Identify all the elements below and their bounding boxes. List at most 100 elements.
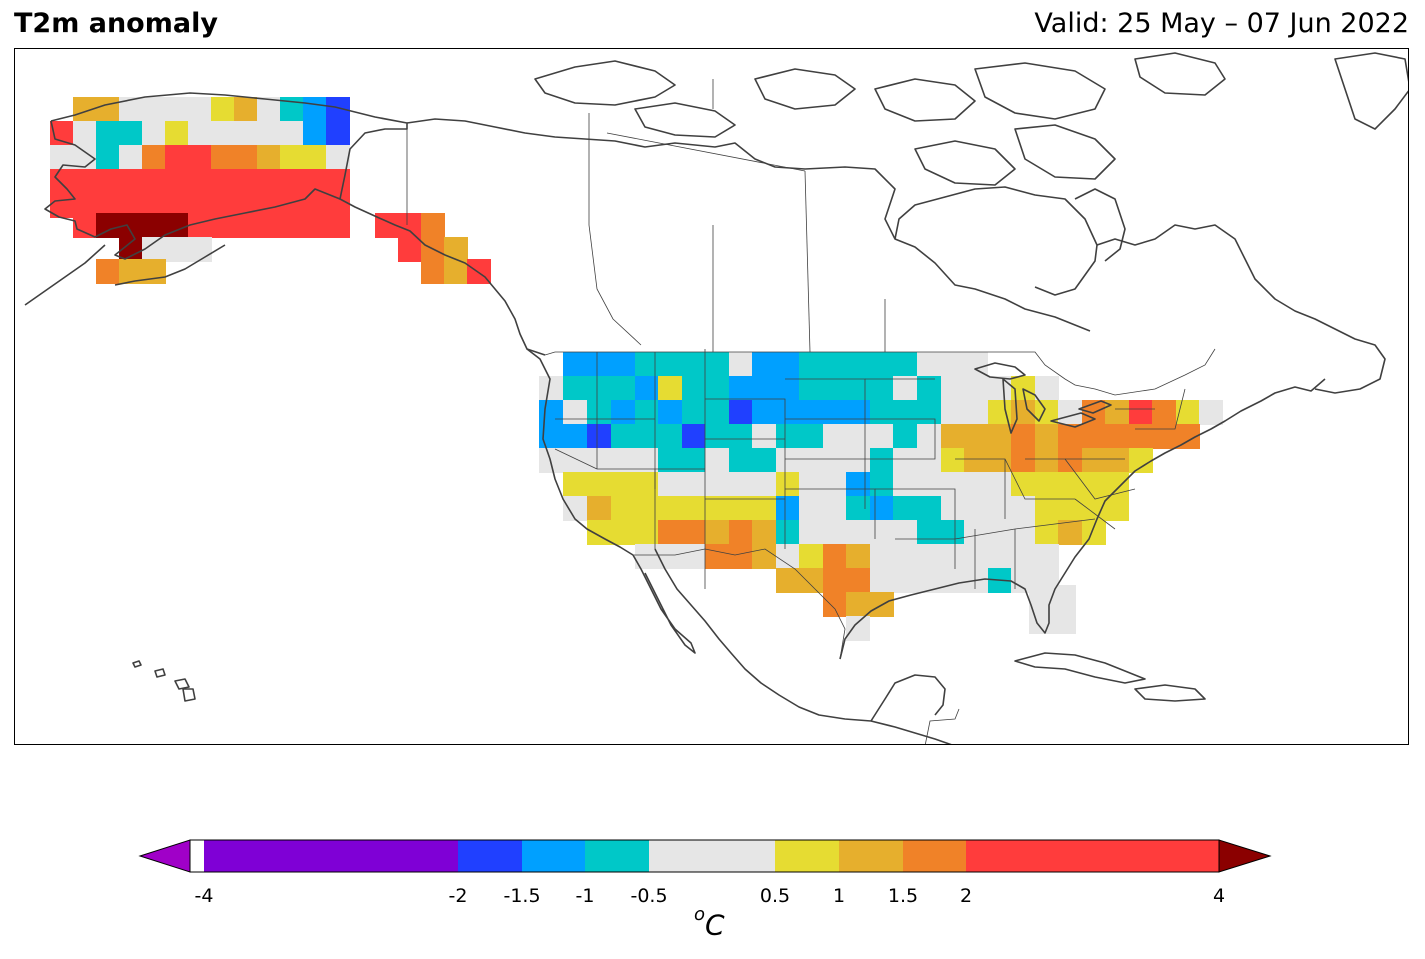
anomaly-cell	[257, 169, 281, 194]
colorbar-bin-6	[839, 840, 903, 872]
anomaly-cell	[964, 544, 988, 569]
colorbar-tick-label: -0.5	[630, 885, 668, 907]
colorbar	[138, 839, 1272, 873]
anomaly-cell	[917, 472, 941, 497]
anomaly-cell	[776, 352, 800, 377]
anomaly-cell	[1058, 496, 1082, 521]
anomaly-cell	[964, 424, 988, 449]
anomaly-cell	[823, 520, 847, 545]
anomaly-cell	[539, 400, 563, 425]
anomaly-cell	[988, 376, 1012, 401]
anomaly-cell	[752, 448, 776, 473]
anomaly-cell	[870, 568, 894, 593]
anomaly-cell	[611, 352, 635, 377]
anomaly-cell	[611, 496, 635, 521]
anomaly-cell	[870, 352, 894, 377]
anomaly-cell	[776, 448, 800, 473]
anomaly-cell	[893, 544, 917, 569]
colorbar-bin-7	[903, 840, 966, 872]
anomaly-cell	[73, 169, 97, 194]
anomaly-cell	[1082, 424, 1106, 449]
anomaly-cell	[846, 376, 870, 401]
anomaly-cell	[941, 568, 965, 593]
anomaly-cell	[870, 376, 894, 401]
anomaly-cell	[917, 352, 941, 377]
anomaly-cell	[776, 424, 800, 449]
anomaly-cell	[752, 376, 776, 401]
colorbar-bin-8	[966, 840, 1219, 872]
anomaly-cell	[988, 544, 1012, 569]
anomaly-cell	[799, 520, 823, 545]
anomaly-cell	[729, 496, 753, 521]
anomaly-cell	[142, 97, 166, 122]
anomaly-cell	[846, 400, 870, 425]
anomaly-cell	[799, 400, 823, 425]
anomaly-cell	[870, 400, 894, 425]
anomaly-cell	[563, 496, 587, 521]
anomaly-cell	[1058, 448, 1082, 473]
anomaly-cell	[964, 496, 988, 521]
anomaly-cell	[658, 472, 682, 497]
anomaly-cell	[1082, 520, 1106, 545]
anomaly-cell	[658, 424, 682, 449]
colorbar-bin-4	[649, 840, 775, 872]
anomaly-cell	[893, 472, 917, 497]
anomaly-cell	[142, 213, 166, 238]
anomaly-cell	[211, 145, 235, 170]
anomaly-cell	[611, 376, 635, 401]
anomaly-cell	[1011, 424, 1035, 449]
colorbar-tick-label: 2	[959, 885, 973, 907]
anomaly-cell	[941, 424, 965, 449]
anomaly-cell	[893, 568, 917, 593]
anomaly-cell	[682, 496, 706, 521]
anomaly-cell	[611, 424, 635, 449]
anomaly-cell	[941, 496, 965, 521]
anomaly-cell	[799, 448, 823, 473]
anomaly-cell	[119, 169, 143, 194]
anomaly-cell	[234, 97, 258, 122]
anomaly-cell	[1011, 472, 1035, 497]
anomaly-cell	[303, 169, 327, 194]
anomaly-cell	[964, 448, 988, 473]
anomaly-cell	[96, 169, 120, 194]
anomaly-cell	[257, 213, 281, 238]
anomaly-cell	[752, 400, 776, 425]
anomaly-cell	[398, 213, 422, 238]
anomaly-cell	[326, 213, 350, 238]
anomaly-cell	[1105, 496, 1129, 521]
anomaly-cell	[846, 520, 870, 545]
anomaly-cell	[326, 169, 350, 194]
anomaly-cell	[941, 400, 965, 425]
anomaly-cell	[823, 568, 847, 593]
anomaly-cell	[587, 424, 611, 449]
anomaly-cell	[752, 352, 776, 377]
anomaly-cell	[752, 472, 776, 497]
anomaly-cell	[1035, 448, 1059, 473]
anomaly-cell	[96, 145, 120, 170]
anomaly-cell	[705, 544, 729, 569]
anomaly-cell	[988, 496, 1012, 521]
anomaly-cell	[776, 472, 800, 497]
anomaly-cell	[705, 424, 729, 449]
anomaly-cell	[917, 496, 941, 521]
anomaly-cell	[729, 520, 753, 545]
anomaly-cell	[587, 520, 611, 545]
anomaly-cell	[1129, 448, 1153, 473]
anomaly-cell	[799, 544, 823, 569]
anomaly-cell	[729, 400, 753, 425]
anomaly-cell	[799, 496, 823, 521]
anomaly-cell	[539, 376, 563, 401]
anomaly-cell	[280, 121, 304, 146]
anomaly-cell	[705, 352, 729, 377]
anomaly-cell	[211, 169, 235, 194]
anomaly-cell	[799, 568, 823, 593]
anomaly-cell	[964, 472, 988, 497]
colorbar-tick-label: -2	[448, 885, 468, 907]
anomaly-cell	[988, 472, 1012, 497]
anomaly-cell	[682, 376, 706, 401]
colorbar-units: oC	[694, 904, 725, 942]
anomaly-cell	[444, 237, 468, 262]
anomaly-cell	[729, 472, 753, 497]
anomaly-cell	[188, 97, 212, 122]
anomaly-cell	[1058, 472, 1082, 497]
